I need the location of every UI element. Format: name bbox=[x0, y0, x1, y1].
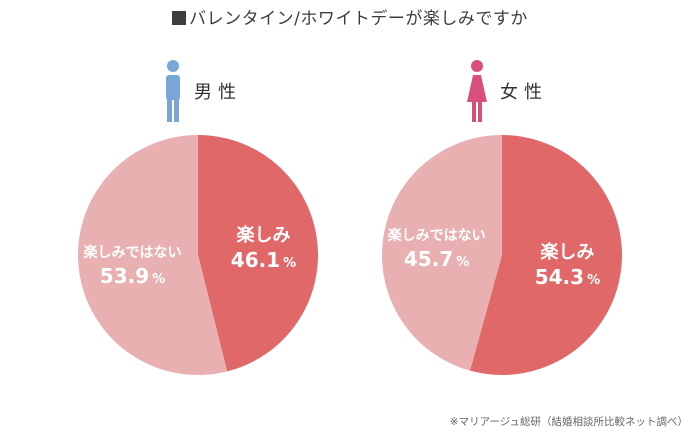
chart-title: バレンタイン/ホワイトデーが楽しみですか bbox=[0, 4, 700, 29]
male-slice-label-1: 楽しみではない bbox=[82, 244, 181, 261]
female-slice-label-1: 楽しみではない bbox=[387, 227, 486, 244]
source-note: ※マリアージュ総研（結婚相談所比較ネット調べ） bbox=[449, 416, 688, 428]
female-header: 女性 bbox=[466, 60, 548, 122]
female-slice-label-0: 楽しみ bbox=[540, 241, 594, 263]
male-slice-label-0: 楽しみ bbox=[237, 224, 291, 246]
male-header: 男性 bbox=[164, 60, 242, 122]
male-slice-value-0: 46.1% bbox=[231, 248, 296, 272]
square-bullet-icon bbox=[172, 11, 187, 25]
female-slice-value-1: 45.7% bbox=[404, 247, 469, 271]
female-slice-enjoy bbox=[469, 135, 622, 375]
female-person-icon bbox=[467, 60, 487, 122]
male-label: 男性 bbox=[194, 82, 242, 103]
male-slice-value-1: 53.9% bbox=[100, 264, 165, 288]
female-slice-value-0: 54.3% bbox=[535, 265, 600, 289]
male-slice-not-enjoy bbox=[78, 135, 228, 375]
male-slice-enjoy bbox=[198, 135, 319, 372]
chart-title-text: バレンタイン/ホワイトデーが楽しみですか bbox=[189, 9, 528, 29]
male-person-icon bbox=[166, 60, 180, 122]
female-slice-not-enjoy bbox=[381, 135, 502, 371]
female-label: 女性 bbox=[500, 82, 548, 103]
